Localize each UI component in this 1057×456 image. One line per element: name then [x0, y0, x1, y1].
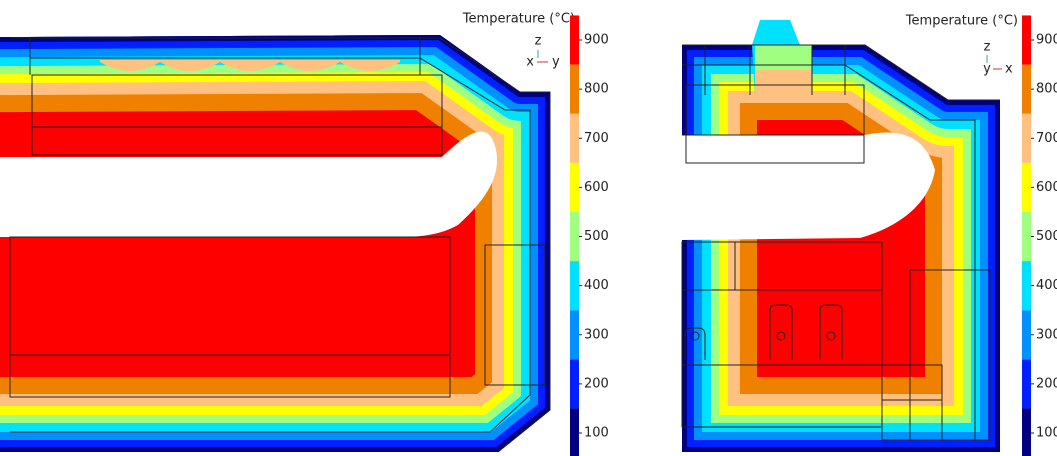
colorbar-band [1022, 15, 1031, 64]
colorbar-band [570, 114, 579, 163]
colorbar-band [570, 408, 579, 456]
colorbar-band [570, 212, 579, 261]
legend-title: Temperature (°C) [905, 14, 1018, 29]
colorbar-band [1022, 310, 1031, 359]
colorbar-tick-label: 600 [1036, 180, 1057, 195]
colorbar-tick-label: 500 [1036, 229, 1057, 244]
axis-label: y [983, 62, 991, 77]
colorbar-band [1022, 65, 1031, 114]
colorbar-band [1022, 212, 1031, 261]
figure: z x y z y x Temperature (°C) Temperature… [0, 0, 1057, 456]
colorbar-band [570, 310, 579, 359]
colorbar-tick-label: 200 [1036, 376, 1057, 391]
colorbar-tick-label: 300 [584, 327, 609, 342]
legend-title: Temperature (°C) [462, 12, 575, 27]
colorbar-tick-label: 400 [1036, 278, 1057, 293]
colorbar-tick-label: 900 [584, 33, 609, 48]
colorbar-tick-label: 300 [1036, 327, 1057, 342]
axis-label: y [552, 55, 560, 70]
axis-label: z [535, 34, 542, 49]
axis-label: x [526, 55, 534, 70]
colorbar-tick-label: 600 [584, 180, 609, 195]
colorbar-band [570, 163, 579, 212]
colorbar-band [1022, 114, 1031, 163]
colorbar-band [570, 261, 579, 310]
colorbar-band [1022, 261, 1031, 310]
colorbar-tick-label: 100 [584, 426, 609, 441]
colorbar-tick-label: 100 [1036, 426, 1057, 441]
colorbar-tick-label: 400 [584, 278, 609, 293]
colorbar-band [570, 359, 579, 408]
axis-triad-left: z x y [526, 34, 560, 70]
colorbar-tick-label: 500 [584, 229, 609, 244]
colorbar-band [1022, 359, 1031, 408]
colorbar-tick-label: 800 [1036, 82, 1057, 97]
colorbar-tick-label: 900 [1036, 33, 1057, 48]
axis-triad-right: z y x [983, 40, 1013, 77]
colorbar-tick-label: 700 [1036, 131, 1057, 146]
colorbar-band [1022, 408, 1031, 456]
axis-label: x [1005, 62, 1013, 77]
colorbar-tick-label: 200 [584, 376, 609, 391]
axis-label: z [984, 40, 991, 55]
colorbar-band [570, 15, 579, 64]
colorbar-tick-label: 700 [584, 131, 609, 146]
colorbar-band [570, 65, 579, 114]
chimney-band [755, 45, 812, 70]
colorbar-band [1022, 163, 1031, 212]
colorbar-tick-label: 800 [584, 82, 609, 97]
